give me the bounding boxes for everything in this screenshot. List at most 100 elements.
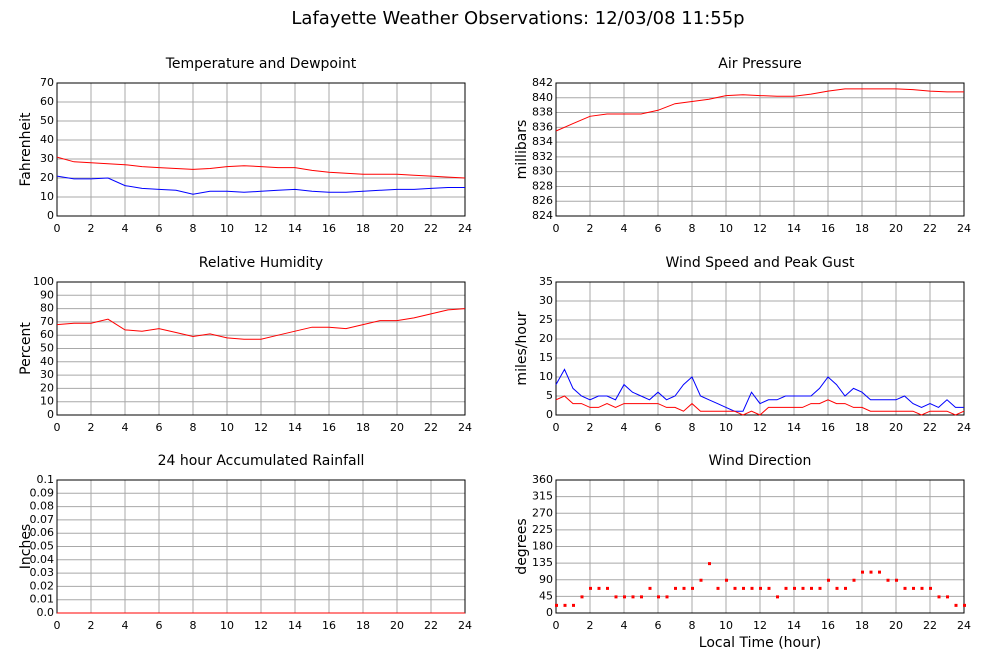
y-axis-label: Fahrenheit: [18, 112, 34, 187]
y-axis-label: Percent: [18, 322, 34, 375]
data-point: [648, 586, 652, 590]
y-tick-label: 0.0: [37, 606, 55, 619]
y-tick-label: 225: [532, 523, 553, 536]
x-tick-label: 16: [821, 421, 835, 434]
x-tick-label: 24: [957, 222, 971, 235]
data-point: [844, 586, 847, 590]
x-tick-label: 0: [54, 222, 61, 235]
x-tick-label: 18: [356, 421, 370, 434]
data-point: [733, 586, 737, 590]
x-tick-label: 18: [356, 619, 370, 632]
data-point: [852, 578, 856, 582]
x-tick-label: 24: [458, 222, 472, 235]
chart-title: Temperature and Dewpoint: [165, 56, 357, 72]
x-tick-label: 10: [220, 421, 234, 434]
x-tick-label: 2: [88, 222, 95, 235]
data-point: [810, 586, 813, 590]
x-tick-label: 4: [621, 421, 628, 434]
y-tick-label: 270: [532, 506, 553, 519]
x-tick-label: 18: [855, 222, 869, 235]
data-point: [793, 586, 796, 590]
x-tick-label: 8: [190, 619, 197, 632]
y-tick-label: 0.04: [30, 553, 55, 566]
data-point: [631, 595, 635, 599]
data-point: [708, 562, 711, 566]
data-point: [572, 603, 575, 607]
y-tick-label: 0.06: [30, 526, 55, 539]
y-tick-label: 842: [532, 76, 553, 89]
y-axis-label: millibars: [514, 120, 530, 180]
data-point: [903, 586, 907, 590]
data-point: [801, 586, 805, 590]
y-tick-label: 360: [532, 473, 553, 486]
x-tick-label: 0: [553, 421, 560, 434]
y-tick-label: 40: [40, 133, 54, 146]
y-tick-label: 35: [539, 275, 553, 288]
data-point: [946, 595, 949, 599]
y-tick-label: 20: [539, 332, 553, 345]
x-tick-label: 14: [787, 421, 801, 434]
x-tick-label: 24: [458, 619, 472, 632]
plot-frame: [555, 82, 965, 217]
chart-title: Relative Humidity: [199, 255, 323, 271]
x-tick-label: 6: [655, 421, 662, 434]
data-point: [674, 586, 677, 590]
data-point: [563, 603, 567, 607]
y-tick-label: 5: [546, 389, 553, 402]
data-line: [555, 88, 964, 132]
x-tick-label: 8: [190, 222, 197, 235]
x-tick-label: 2: [587, 619, 594, 632]
x-tick-label: 16: [821, 619, 835, 632]
x-tick-label: 20: [390, 619, 404, 632]
x-tick-label: 10: [220, 222, 234, 235]
chart-title: Wind Speed and Peak Gust: [666, 255, 855, 271]
x-tick-label: 2: [587, 222, 594, 235]
y-tick-label: 90: [539, 573, 553, 586]
x-tick-label: 22: [923, 619, 937, 632]
y-tick-label: 25: [539, 313, 553, 326]
data-point: [606, 586, 609, 590]
page-title: Lafayette Weather Observations: 12/03/08…: [291, 8, 744, 29]
y-tick-label: 0.08: [30, 500, 55, 513]
y-tick-label: 0.09: [30, 486, 55, 499]
y-tick-label: 30: [40, 152, 54, 165]
x-tick-label: 4: [621, 222, 628, 235]
x-tick-label: 18: [855, 619, 869, 632]
y-tick-label: 50: [40, 114, 54, 127]
data-point: [623, 595, 626, 599]
data-line: [555, 368, 964, 412]
x-tick-label: 14: [288, 222, 302, 235]
x-tick-label: 20: [889, 421, 903, 434]
y-axis-label: Inches: [18, 524, 34, 569]
y-tick-label: 0: [47, 209, 54, 222]
x-tick-label: 2: [88, 421, 95, 434]
data-point: [776, 595, 779, 599]
data-line: [56, 156, 466, 179]
y-tick-label: 0.07: [30, 513, 55, 526]
x-tick-label: 20: [390, 421, 404, 434]
data-point: [640, 595, 643, 599]
y-tick-label: 315: [532, 490, 553, 503]
y-tick-label: 826: [532, 194, 553, 207]
x-tick-label: 6: [156, 421, 163, 434]
y-tick-label: 824: [532, 209, 553, 222]
x-tick-label: 24: [957, 619, 971, 632]
data-point: [597, 586, 601, 590]
y-tick-label: 832: [532, 150, 553, 163]
y-tick-label: 80: [40, 302, 54, 315]
y-tick-label: 45: [539, 589, 553, 602]
x-tick-label: 16: [322, 619, 336, 632]
x-tick-label: 6: [655, 222, 662, 235]
data-point: [784, 586, 788, 590]
x-tick-label: 10: [719, 421, 733, 434]
x-tick-label: 4: [122, 619, 129, 632]
y-tick-label: 836: [532, 120, 553, 133]
data-point: [954, 603, 958, 607]
x-tick-label: 16: [322, 222, 336, 235]
y-tick-label: 0.03: [30, 566, 55, 579]
chart-title: Air Pressure: [718, 56, 801, 72]
data-line: [555, 395, 965, 416]
x-tick-label: 4: [122, 421, 129, 434]
x-tick-label: 18: [855, 421, 869, 434]
y-tick-label: 135: [532, 556, 553, 569]
